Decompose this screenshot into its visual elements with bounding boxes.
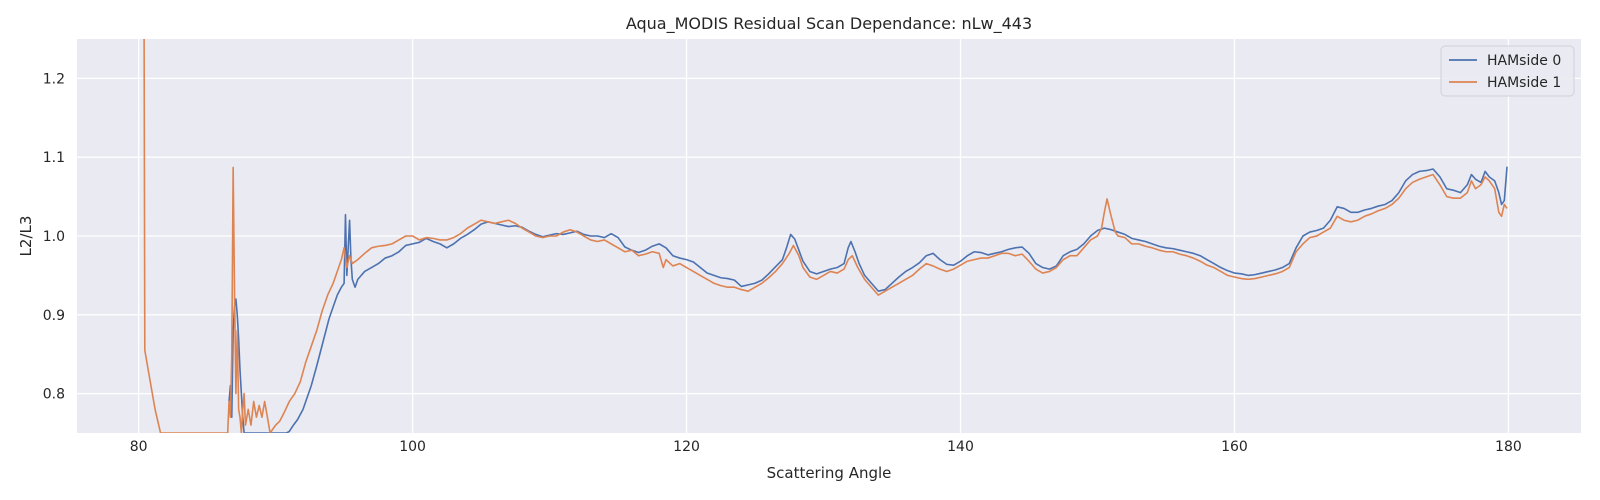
x-tick-label: 140 [947, 439, 974, 455]
legend: HAMside 0 HAMside 1 [1440, 45, 1575, 97]
chart-title: Aqua_MODIS Residual Scan Dependance: nLw… [626, 14, 1032, 34]
y-tick-label: 1.0 [43, 229, 65, 245]
y-axis-title: L2/L3 [17, 216, 35, 257]
x-tick-label: 120 [673, 439, 700, 455]
x-axis-title: Scattering Angle [767, 464, 892, 482]
x-tick-label: 80 [130, 439, 148, 455]
y-axis-tick-labels: 0.8 0.9 1.0 1.1 1.2 [43, 71, 65, 402]
legend-label: HAMside 0 [1487, 53, 1561, 69]
y-tick-label: 0.8 [43, 387, 65, 403]
x-tick-label: 100 [399, 439, 426, 455]
legend-box [1440, 45, 1575, 97]
x-axis-tick-labels: 80 100 120 140 160 180 [130, 439, 1522, 455]
series-line-hamside-0 [228, 166, 1508, 433]
x-tick-label: 180 [1495, 439, 1522, 455]
series-line-hamside-1 [143, 39, 1508, 433]
x-tick-label: 160 [1221, 439, 1248, 455]
y-tick-label: 1.1 [43, 150, 65, 166]
y-gridlines [77, 77, 1581, 395]
series-lines [143, 39, 1508, 433]
y-tick-label: 0.9 [43, 308, 65, 324]
y-tick-label: 1.2 [43, 71, 65, 87]
legend-label: HAMside 1 [1487, 75, 1561, 91]
